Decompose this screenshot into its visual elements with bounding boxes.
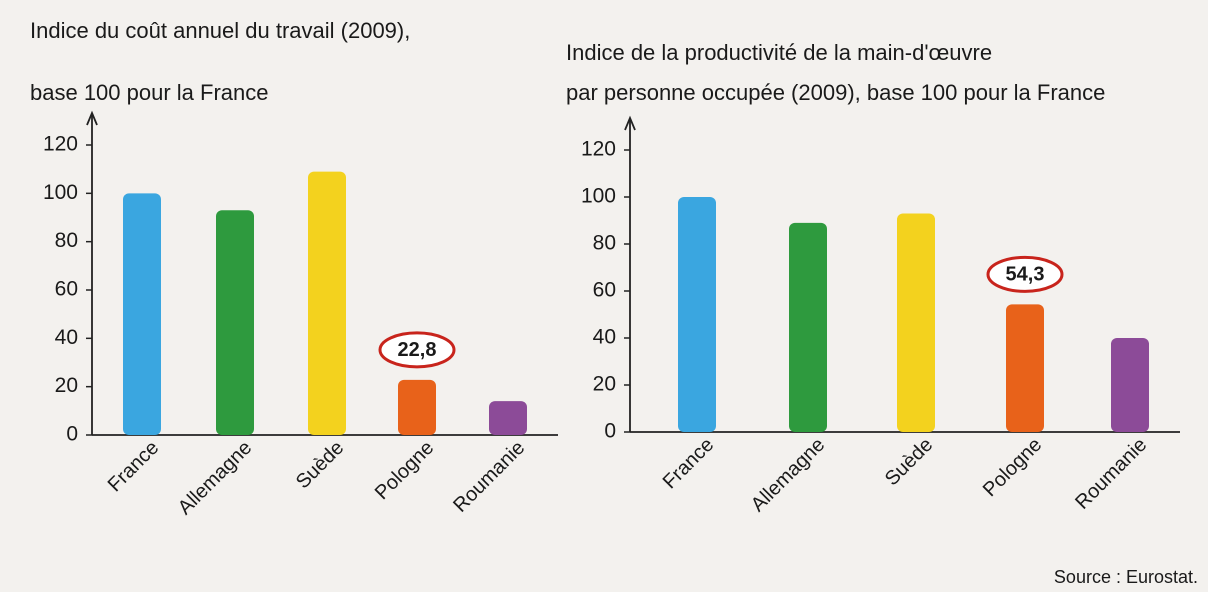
chart-title: Indice du coût annuel du travail (2009), xyxy=(30,18,410,43)
bar xyxy=(308,172,346,435)
y-tick-label: 100 xyxy=(581,185,616,208)
bar xyxy=(897,213,935,432)
bar xyxy=(1006,304,1044,432)
y-tick-label: 20 xyxy=(593,373,616,396)
x-tick-label: Pologne xyxy=(371,437,438,504)
bar xyxy=(123,193,161,435)
chart-title: Indice de la productivité de la main-d'œ… xyxy=(566,40,992,65)
chart-title: par personne occupée (2009), base 100 po… xyxy=(566,80,1105,105)
y-tick-label: 80 xyxy=(55,229,78,252)
y-tick-label: 120 xyxy=(43,133,78,156)
y-tick-label: 80 xyxy=(593,232,616,255)
x-tick-label: Allemagne xyxy=(747,434,829,516)
chart-title: base 100 pour la France xyxy=(30,80,269,105)
bar xyxy=(678,197,716,432)
bar xyxy=(1111,338,1149,432)
value-label: 54,3 xyxy=(1006,264,1045,286)
bar xyxy=(489,401,527,435)
y-tick-label: 0 xyxy=(66,423,78,446)
x-tick-label: Allemagne xyxy=(174,437,256,519)
y-tick-label: 60 xyxy=(55,278,78,301)
bar xyxy=(216,210,254,435)
bar xyxy=(398,380,436,435)
y-tick-label: 120 xyxy=(581,138,616,161)
y-tick-label: 40 xyxy=(55,326,78,349)
x-tick-label: France xyxy=(104,437,164,497)
value-label: 22,8 xyxy=(398,339,437,361)
x-tick-label: Pologne xyxy=(979,434,1046,501)
x-tick-label: France xyxy=(659,434,719,494)
y-tick-label: 20 xyxy=(55,374,78,397)
bar xyxy=(789,223,827,432)
y-tick-label: 100 xyxy=(43,181,78,204)
y-tick-label: 0 xyxy=(604,420,616,443)
chart-page: Source : Eurostat. Indice du coût annuel… xyxy=(0,0,1208,592)
x-tick-label: Suède xyxy=(292,437,348,493)
y-tick-label: 40 xyxy=(593,326,616,349)
source: Source : Eurostat. xyxy=(1054,567,1198,587)
x-tick-label: Roumanie xyxy=(449,437,529,517)
y-tick-label: 60 xyxy=(593,279,616,302)
x-tick-label: Suède xyxy=(881,434,937,490)
x-tick-label: Roumanie xyxy=(1071,434,1151,514)
